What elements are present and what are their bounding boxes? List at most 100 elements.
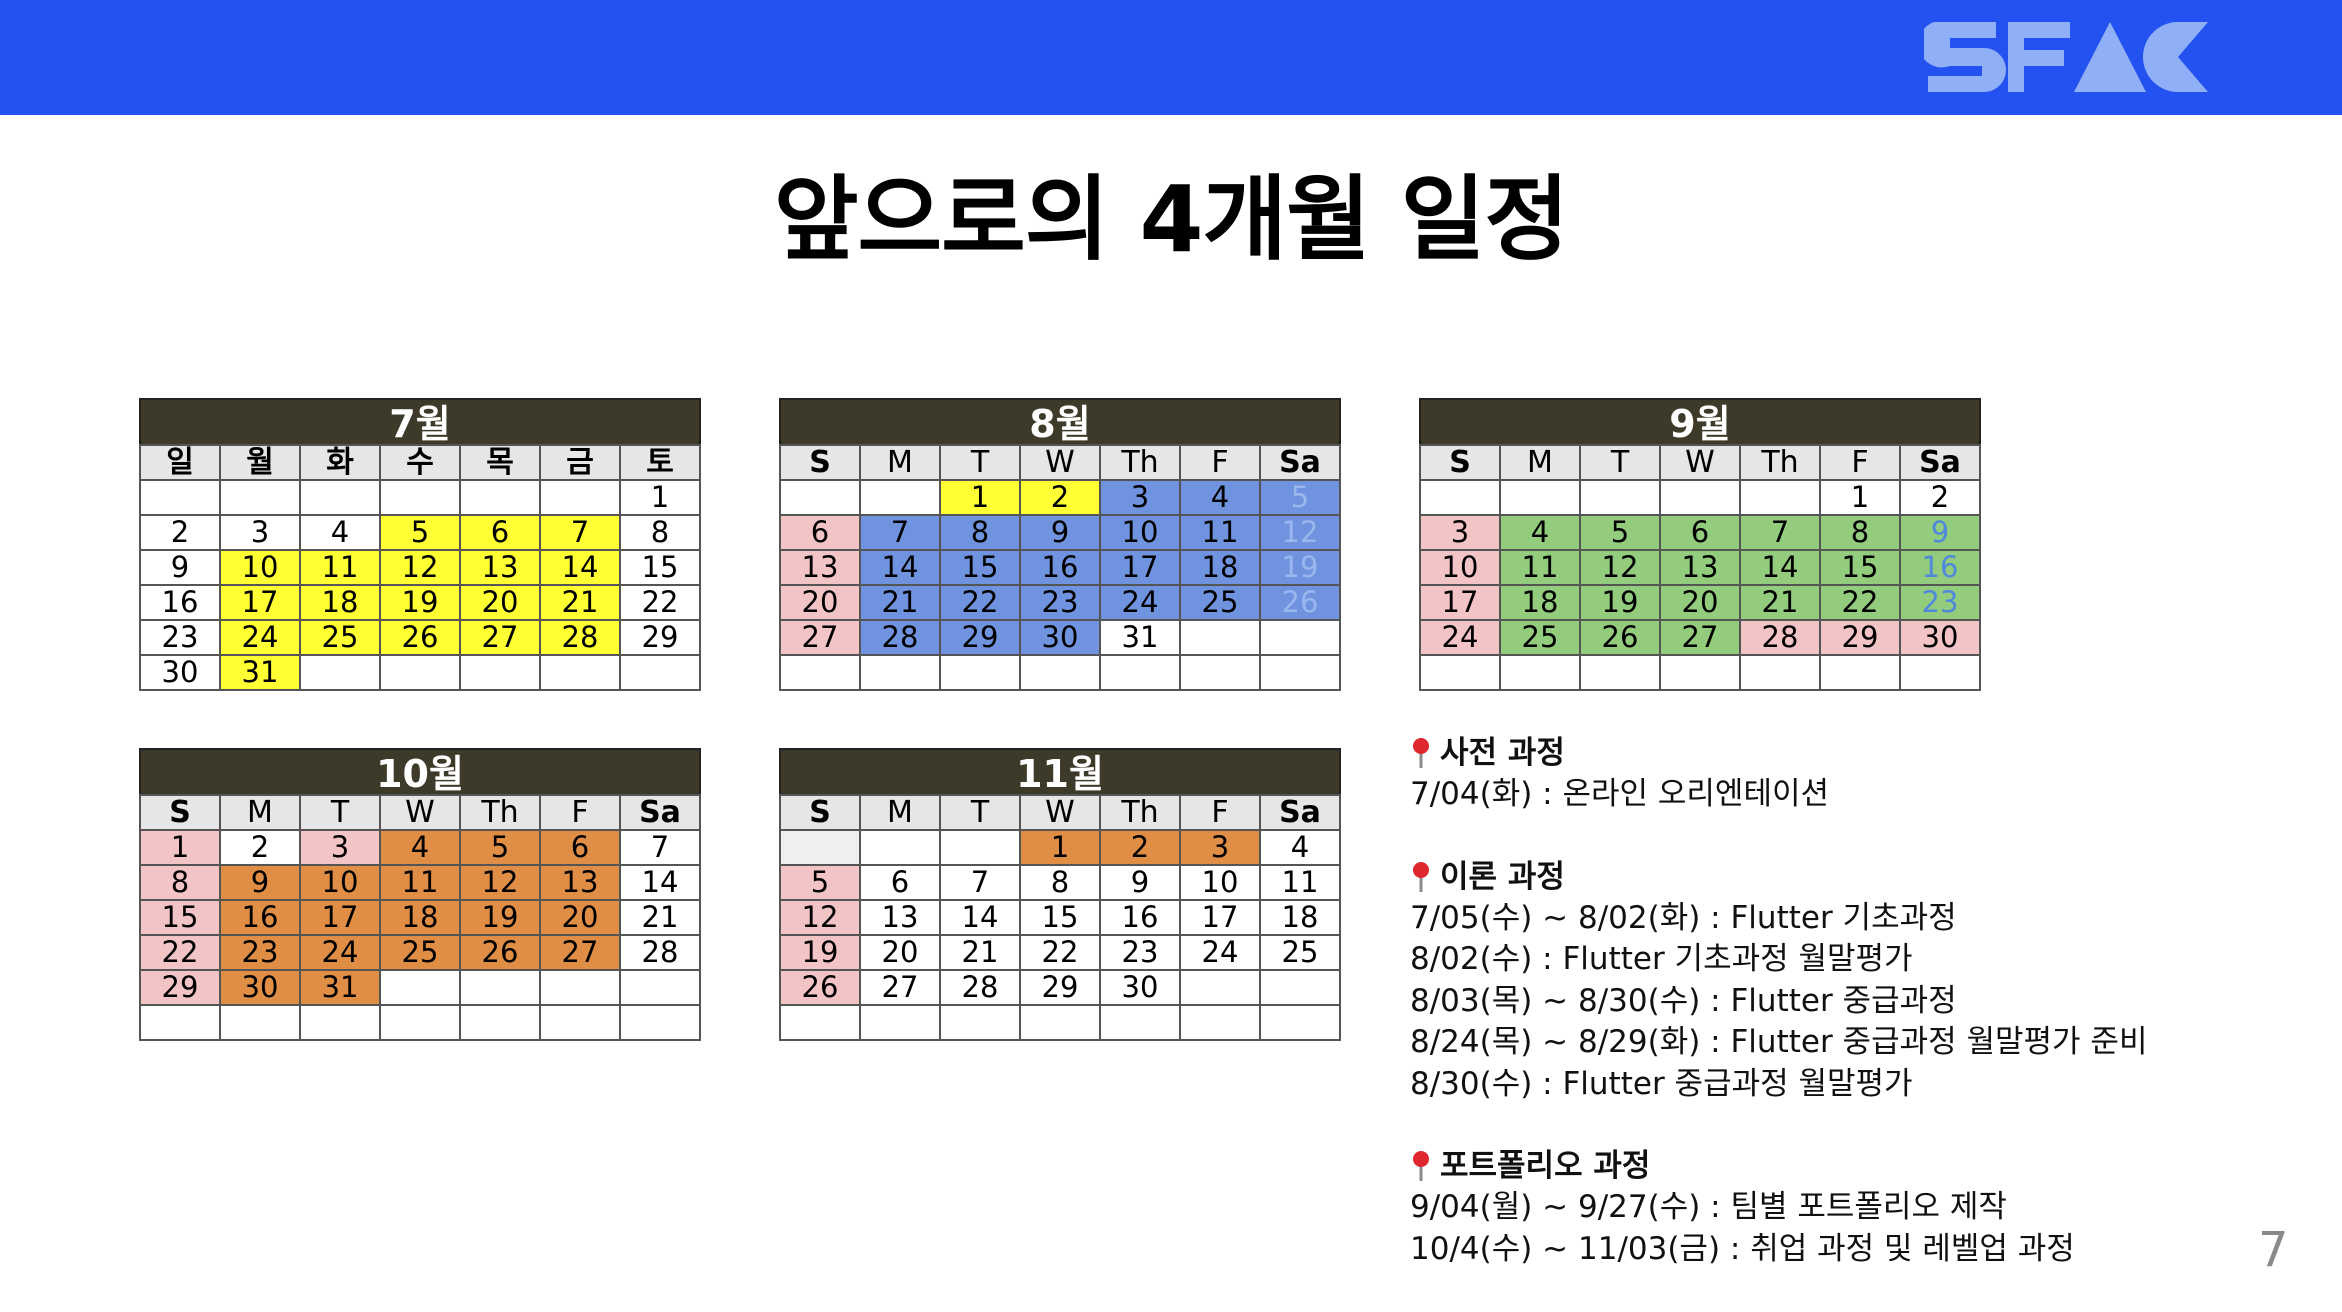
day-cell: 5 <box>459 829 541 866</box>
weekday-header: W <box>1019 794 1101 831</box>
day-cell: 11 <box>1499 549 1581 586</box>
day-cell: 21 <box>619 899 701 936</box>
day-cell: 2 <box>1899 479 1981 516</box>
weekday-header: Th <box>1099 794 1181 831</box>
day-cell <box>1179 619 1261 656</box>
day-cell: 22 <box>1819 584 1901 621</box>
day-cell: 23 <box>1019 584 1101 621</box>
day-cell: 24 <box>1099 584 1181 621</box>
day-cell: 10 <box>299 864 381 901</box>
schedule-line: 8/30(수) : Flutter 중급과정 월말평가 <box>1410 1065 1913 1102</box>
day-cell <box>859 1004 941 1041</box>
day-cell <box>459 969 541 1006</box>
calendar-october: 10월 S M T W Th F Sa 1 2 3 4 5 6 7 8 9 10 11 12 13 14 15 16 17 18 1… <box>139 748 701 1041</box>
day-cell: 13 <box>539 864 621 901</box>
day-cell: 9 <box>1899 514 1981 551</box>
weekday-header: S <box>1419 444 1501 481</box>
day-cell: 26 <box>379 619 461 656</box>
day-cell <box>779 829 861 866</box>
day-cell: 3 <box>299 829 381 866</box>
day-cell: 15 <box>619 549 701 586</box>
day-cell: 17 <box>1419 584 1501 621</box>
day-cell: 9 <box>1099 864 1181 901</box>
day-cell: 7 <box>539 514 621 551</box>
day-cell: 18 <box>1259 899 1341 936</box>
weekday-header: F <box>539 794 621 831</box>
day-cell: 6 <box>779 514 861 551</box>
day-cell: 11 <box>299 549 381 586</box>
weekday-header: Th <box>459 794 541 831</box>
day-cell <box>939 1004 1021 1041</box>
day-cell: 21 <box>859 584 941 621</box>
day-cell: 8 <box>139 864 221 901</box>
day-cell: 16 <box>1899 549 1981 586</box>
day-cell <box>939 654 1021 691</box>
day-cell: 4 <box>379 829 461 866</box>
day-cell: 5 <box>1259 479 1341 516</box>
day-cell: 4 <box>1259 829 1341 866</box>
day-cell: 17 <box>219 584 301 621</box>
day-cell: 14 <box>1739 549 1821 586</box>
day-cell: 27 <box>459 619 541 656</box>
day-cell: 26 <box>1259 584 1341 621</box>
calendar-november: 11월 S M T W Th F Sa 1 2 3 4 5 6 7 8 9 10 11 12 13 14 15 16 17 18 1… <box>779 748 1341 1041</box>
weekday-header: W <box>1659 444 1741 481</box>
day-cell: 23 <box>1899 584 1981 621</box>
day-cell: 23 <box>219 934 301 971</box>
day-cell: 9 <box>1019 514 1101 551</box>
day-cell: 18 <box>299 584 381 621</box>
day-cell: 3 <box>1099 479 1181 516</box>
day-cell: 17 <box>1179 899 1261 936</box>
calendar-grid: S M T W Th F Sa 1 2 3 4 5 6 7 8 9 10 11 12 13 14 15 16 17 18 19 20… <box>779 444 1341 691</box>
weekday-header: 일 <box>139 444 221 481</box>
day-cell: 13 <box>779 549 861 586</box>
weekday-header: F <box>1819 444 1901 481</box>
calendar-grid: S M T W Th F Sa 1 2 3 4 5 6 7 8 9 10 11 12 13 14 15 16 17 18 19 20… <box>1419 444 1981 691</box>
day-cell <box>1579 654 1661 691</box>
day-cell: 30 <box>1099 969 1181 1006</box>
day-cell: 4 <box>299 514 381 551</box>
weekday-header: T <box>1579 444 1661 481</box>
calendar-grid: S M T W Th F Sa 1 2 3 4 5 6 7 8 9 10 11 12 13 14 15 16 17 18 19 20… <box>139 794 701 1041</box>
weekday-header: 목 <box>459 444 541 481</box>
day-cell <box>779 479 861 516</box>
day-cell: 14 <box>859 549 941 586</box>
weekday-header: Th <box>1739 444 1821 481</box>
day-cell: 22 <box>1019 934 1101 971</box>
section-title-theory: 이론 과정 <box>1410 856 2310 898</box>
day-cell <box>1499 479 1581 516</box>
day-cell <box>379 479 461 516</box>
day-cell: 1 <box>139 829 221 866</box>
day-cell: 22 <box>939 584 1021 621</box>
day-cell: 31 <box>219 654 301 691</box>
day-cell: 11 <box>1259 864 1341 901</box>
day-cell: 10 <box>1099 514 1181 551</box>
page-title: 앞으로의 4개월 일정 <box>773 166 1569 273</box>
day-cell <box>1019 1004 1101 1041</box>
page-number: 7 <box>2258 1222 2289 1278</box>
day-cell: 16 <box>1019 549 1101 586</box>
day-cell <box>1659 654 1741 691</box>
schedule-line: 7/05(수) ~ 8/02(화) : Flutter 기초과정 <box>1410 899 1957 936</box>
day-cell: 18 <box>1499 584 1581 621</box>
day-cell: 27 <box>539 934 621 971</box>
day-cell: 22 <box>139 934 221 971</box>
schedule-line: 10/4(수) ~ 11/03(금) : 취업 과정 및 레벨업 과정 <box>1410 1230 2075 1267</box>
day-cell: 20 <box>539 899 621 936</box>
day-cell: 31 <box>299 969 381 1006</box>
day-cell: 5 <box>379 514 461 551</box>
day-cell: 6 <box>859 864 941 901</box>
day-cell <box>1179 1004 1261 1041</box>
weekday-header: S <box>779 794 861 831</box>
calendar-month-title: 8월 <box>779 398 1341 446</box>
day-cell: 6 <box>539 829 621 866</box>
day-cell: 28 <box>539 619 621 656</box>
day-cell: 20 <box>779 584 861 621</box>
day-cell: 10 <box>1419 549 1501 586</box>
day-cell <box>1259 1004 1341 1041</box>
day-cell: 19 <box>459 899 541 936</box>
weekday-header: T <box>299 794 381 831</box>
weekday-header: S <box>779 444 861 481</box>
day-cell <box>619 654 701 691</box>
day-cell: 28 <box>619 934 701 971</box>
